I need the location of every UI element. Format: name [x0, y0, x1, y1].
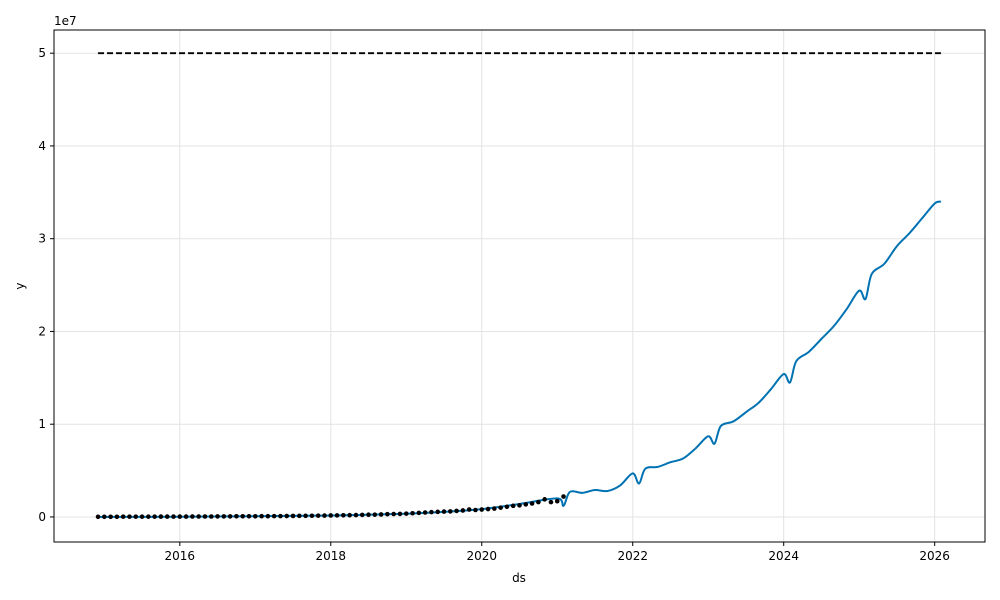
actual-point — [397, 511, 403, 517]
actual-point — [146, 514, 151, 519]
actual-point — [297, 513, 302, 519]
actual-point — [378, 512, 384, 517]
x-tick-label: 2026 — [919, 549, 950, 563]
x-axis-ticks: 2016 2018 2020 2022 2024 2026 — [165, 542, 950, 563]
actual-point — [410, 510, 415, 516]
actual-point — [133, 514, 139, 519]
x-tick-label: 2024 — [768, 549, 799, 563]
y-tick-label: 4 — [38, 139, 46, 153]
actual-point — [183, 514, 189, 519]
actual-point — [196, 514, 201, 519]
grid — [54, 30, 985, 542]
x-tick-label: 2018 — [316, 549, 347, 563]
actual-point — [102, 514, 107, 520]
actual-point — [334, 513, 340, 518]
actual-point — [202, 514, 208, 519]
actual-point — [542, 497, 547, 502]
actual-point — [435, 509, 441, 515]
actual-point — [278, 513, 283, 519]
actual-point — [347, 512, 352, 518]
actual-point — [492, 506, 497, 511]
actual-point — [303, 513, 308, 519]
y-axis-ticks: 0 1 2 3 4 5 — [38, 46, 54, 524]
actual-point — [422, 510, 428, 515]
y-tick-label: 0 — [38, 510, 46, 524]
actual-point — [460, 508, 466, 513]
actual-point — [315, 513, 321, 518]
actual-point — [517, 503, 522, 508]
actual-point — [454, 508, 459, 514]
actual-point — [95, 514, 101, 520]
actual-point — [246, 514, 252, 519]
actual-point — [341, 512, 346, 518]
x-tick-label: 2022 — [617, 549, 648, 563]
actual-point — [259, 513, 264, 519]
actual-point — [548, 499, 554, 505]
actual-point — [158, 514, 164, 519]
x-axis-label: ds — [512, 571, 526, 585]
y-tick-label: 5 — [38, 46, 46, 60]
actual-point — [290, 513, 296, 519]
actual-point — [504, 504, 510, 510]
actual-point — [529, 501, 535, 506]
x-tick-label: 2016 — [165, 549, 196, 563]
actual-point — [322, 513, 327, 518]
actual-point — [479, 507, 485, 512]
actual-point — [108, 514, 113, 520]
y-offset-label: 1e7 — [54, 14, 77, 28]
actual-point — [466, 507, 472, 512]
actual-point — [498, 505, 503, 510]
actual-point — [265, 513, 271, 519]
actual-point — [416, 510, 422, 516]
actual-point — [177, 514, 183, 519]
forecast-series — [98, 200, 942, 518]
actual-point — [152, 514, 157, 519]
actual-point — [473, 507, 478, 513]
actual-point — [221, 514, 227, 519]
actual-point — [554, 498, 560, 504]
actual-point — [359, 512, 365, 518]
actual-point — [271, 513, 277, 519]
actual-point — [523, 502, 529, 507]
actual-point — [208, 514, 214, 519]
actual-point — [127, 514, 132, 519]
actual-point — [328, 513, 334, 518]
actual-series — [95, 494, 566, 520]
actual-point — [429, 509, 434, 515]
actual-point — [139, 514, 145, 519]
actual-point — [252, 514, 258, 519]
y-tick-label: 1 — [38, 417, 46, 431]
actual-point — [448, 509, 453, 514]
actual-point — [164, 514, 170, 519]
actual-point — [190, 514, 195, 519]
actual-point — [391, 511, 396, 517]
actual-point — [215, 514, 220, 519]
actual-point — [372, 512, 378, 517]
actual-point — [385, 511, 390, 517]
plot-frame — [53, 29, 986, 543]
actual-point — [284, 513, 290, 519]
actual-point — [309, 513, 315, 519]
actual-point — [510, 503, 516, 509]
actual-point — [366, 512, 371, 518]
y-axis-label: y — [13, 282, 27, 289]
actual-point — [536, 499, 541, 505]
actual-point — [120, 514, 126, 519]
actual-point — [353, 512, 359, 518]
actual-point — [234, 514, 239, 519]
actual-point — [171, 514, 176, 519]
y-tick-label: 2 — [38, 324, 46, 338]
actual-point — [485, 506, 491, 512]
actual-point — [227, 514, 233, 519]
forecast-line — [98, 200, 942, 518]
actual-point — [561, 494, 566, 499]
actual-point — [114, 514, 120, 520]
actual-point — [441, 509, 447, 514]
x-tick-label: 2020 — [466, 549, 497, 563]
actual-point — [240, 514, 246, 519]
actual-point — [403, 511, 409, 516]
y-tick-label: 3 — [38, 232, 46, 246]
